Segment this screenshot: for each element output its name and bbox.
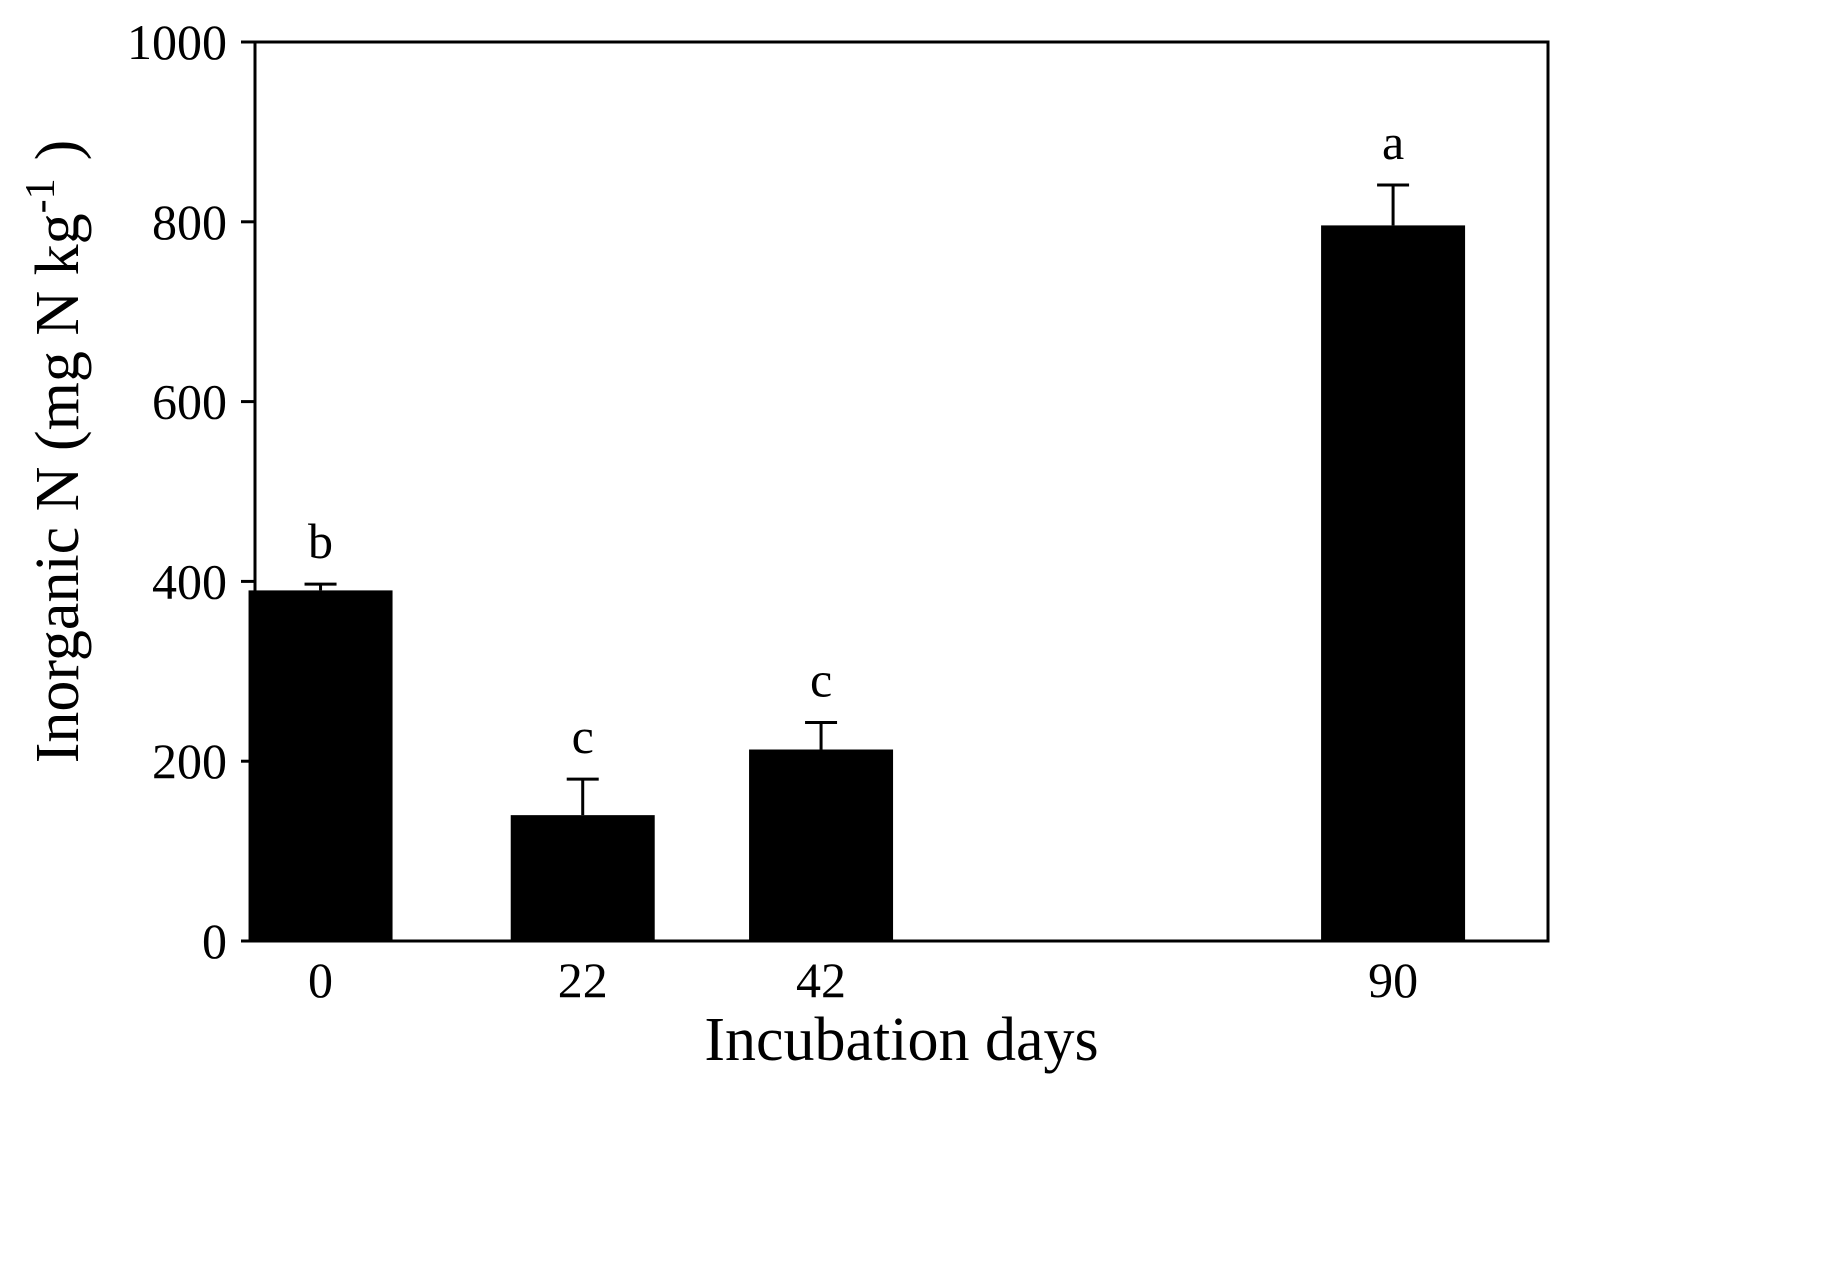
y-axis-title-superscript: -1 (18, 178, 64, 213)
x-tick-label: 42 (796, 952, 846, 1008)
x-tick-label: 0 (308, 952, 333, 1008)
y-axis-title-close: ) (24, 140, 92, 161)
y-axis-title: Inorganic N (mg N kg-1) (18, 140, 92, 764)
significance-letter: c (810, 652, 832, 708)
y-axis-title-main: Inorganic N (mg N kg (24, 213, 92, 763)
x-axis-title: Incubation days (704, 1006, 1098, 1074)
y-tick-label: 800 (152, 194, 227, 250)
y-tick-label: 400 (152, 553, 227, 609)
x-tick-label: 90 (1368, 952, 1418, 1008)
y-tick-label: 600 (152, 374, 227, 430)
plot-frame (253, 40, 1550, 943)
bar (510, 815, 655, 941)
x-tick-label: 22 (558, 952, 608, 1008)
bar (1321, 225, 1466, 941)
y-axis-ticks: 0 200 400 600 800 1000 (127, 14, 255, 969)
y-tick-label: 0 (202, 913, 227, 969)
x-axis-ticks: 0 22 42 90 (308, 952, 1418, 1008)
y-tick-label: 200 (152, 733, 227, 789)
bars: b c c a (248, 114, 1466, 941)
significance-letter: b (308, 513, 333, 569)
y-tick-label: 1000 (127, 14, 227, 70)
significance-letter: c (572, 708, 594, 764)
bar (248, 590, 393, 941)
significance-letter: a (1382, 114, 1404, 170)
bar (749, 749, 894, 941)
